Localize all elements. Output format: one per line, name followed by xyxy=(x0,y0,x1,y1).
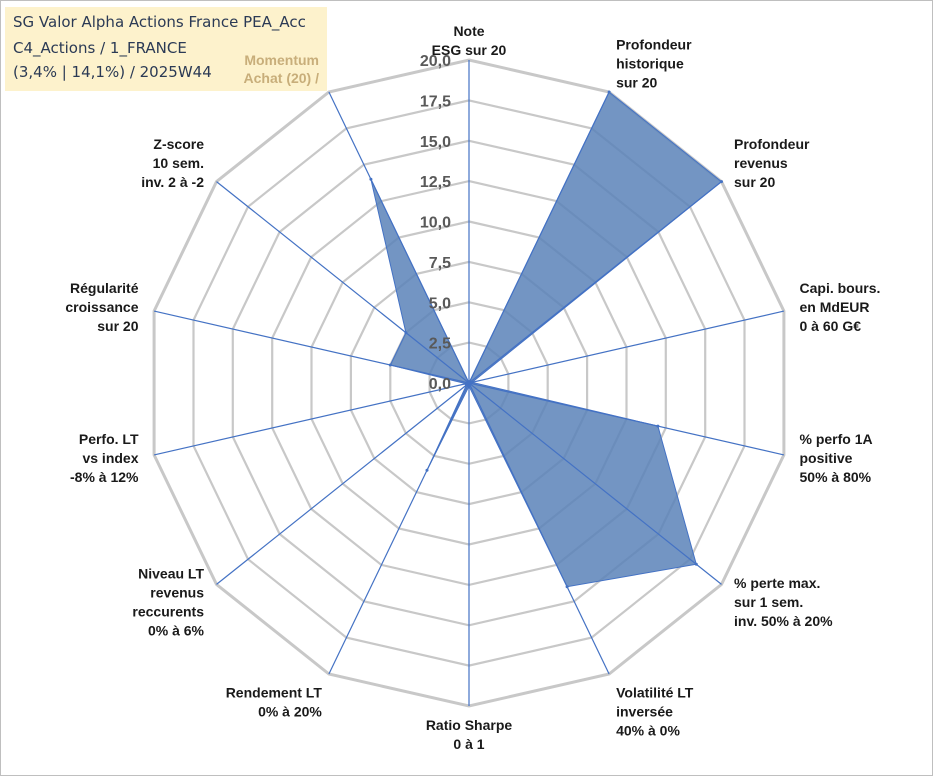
tick-label: 0,0 xyxy=(429,376,451,393)
data-point xyxy=(694,562,698,566)
axis-spoke xyxy=(328,382,470,675)
fund-info-box: SG Valor Alpha Actions France PEA_Acc C4… xyxy=(5,7,327,91)
axis-label: -8% à 12% xyxy=(70,469,139,485)
data-point xyxy=(467,381,471,385)
axis-label: inversée xyxy=(616,704,673,720)
fund-period: (3,4% | 14,1%) / 2025W44 xyxy=(13,63,212,81)
axis-spoke xyxy=(153,310,470,384)
tick-label: 12,5 xyxy=(420,174,451,191)
axis-spoke xyxy=(468,310,785,384)
axis-label: Z-score xyxy=(153,136,204,152)
tick-label: 5,0 xyxy=(429,295,451,312)
axis-label: positive xyxy=(800,450,853,466)
axis-label: Régularité xyxy=(70,280,139,296)
axis-label: 0 à 1 xyxy=(453,736,484,752)
axis-label: revenus xyxy=(150,584,204,600)
axis-label: % perfo 1A xyxy=(800,431,873,447)
momentum-label: Momentum Achat (20) / xyxy=(244,51,319,87)
axis-label: 0% à 20% xyxy=(258,704,322,720)
tick-label: 20,0 xyxy=(420,53,451,70)
fund-category: C4_Actions / 1_FRANCE xyxy=(13,39,187,57)
data-point xyxy=(656,424,660,428)
axis-spoke xyxy=(216,181,470,384)
axis-label: Perfo. LT xyxy=(79,431,139,447)
axis-label: croissance xyxy=(65,299,138,315)
data-point xyxy=(607,90,611,94)
axis-label: Volatilité LT xyxy=(616,685,694,701)
axis-label: Niveau LT xyxy=(138,565,204,581)
axis-label: sur 20 xyxy=(616,74,657,90)
axis-spoke xyxy=(328,91,470,384)
axis-label: 10 sem. xyxy=(153,155,204,171)
axis-spoke xyxy=(468,382,610,675)
tick-label: 15,0 xyxy=(420,134,451,151)
axis-label: Note xyxy=(453,23,484,39)
data-point xyxy=(404,331,408,335)
data-point xyxy=(369,177,373,181)
data-point xyxy=(720,180,723,184)
data-point xyxy=(467,384,471,388)
axis-label: 40% à 0% xyxy=(616,723,680,739)
tick-label: 2,5 xyxy=(429,336,451,353)
data-point xyxy=(565,585,569,589)
data-point xyxy=(388,363,392,367)
axis-label: sur 1 sem. xyxy=(734,594,803,610)
axis-label: Rendement LT xyxy=(226,685,323,701)
data-point xyxy=(425,468,429,472)
tick-label: 7,5 xyxy=(429,255,451,272)
momentum-status: Achat (20) / xyxy=(243,70,319,86)
axis-label: % perte max. xyxy=(734,575,820,591)
axis-spoke xyxy=(153,382,470,456)
axis-spoke xyxy=(468,382,722,585)
axis-spoke xyxy=(468,91,610,384)
data-series-area xyxy=(370,91,723,588)
axis-label: inv. 2 à -2 xyxy=(141,174,204,190)
axis-label: en MdEUR xyxy=(800,299,870,315)
axis-label: historique xyxy=(616,55,684,71)
axis-label: sur 20 xyxy=(97,318,138,334)
momentum-title: Momentum xyxy=(244,52,319,68)
axis-spoke xyxy=(216,382,470,585)
axis-label: 0% à 6% xyxy=(148,622,205,638)
axis-label: Capi. bours. xyxy=(800,280,881,296)
axis-label: Ratio Sharpe xyxy=(426,717,513,733)
data-point xyxy=(464,382,468,386)
axis-spoke xyxy=(468,382,785,456)
axis-label: inv. 50% à 20% xyxy=(734,613,833,629)
axis-label: Profondeur xyxy=(616,36,692,52)
axis-label: reccurents xyxy=(132,603,204,619)
fund-name: SG Valor Alpha Actions France PEA_Acc xyxy=(13,13,306,31)
data-point xyxy=(470,380,474,384)
axis-label: ESG sur 20 xyxy=(432,42,507,58)
tick-label: 10,0 xyxy=(420,215,451,232)
axis-label: 50% à 80% xyxy=(800,469,872,485)
axis-label: sur 20 xyxy=(734,174,775,190)
axis-label: 0 à 60 G€ xyxy=(800,318,862,334)
axis-label: revenus xyxy=(734,155,788,171)
tick-label: 17,5 xyxy=(420,93,451,110)
axis-label: Profondeur xyxy=(734,136,810,152)
axis-spoke xyxy=(468,181,722,384)
axis-label: vs index xyxy=(82,450,138,466)
